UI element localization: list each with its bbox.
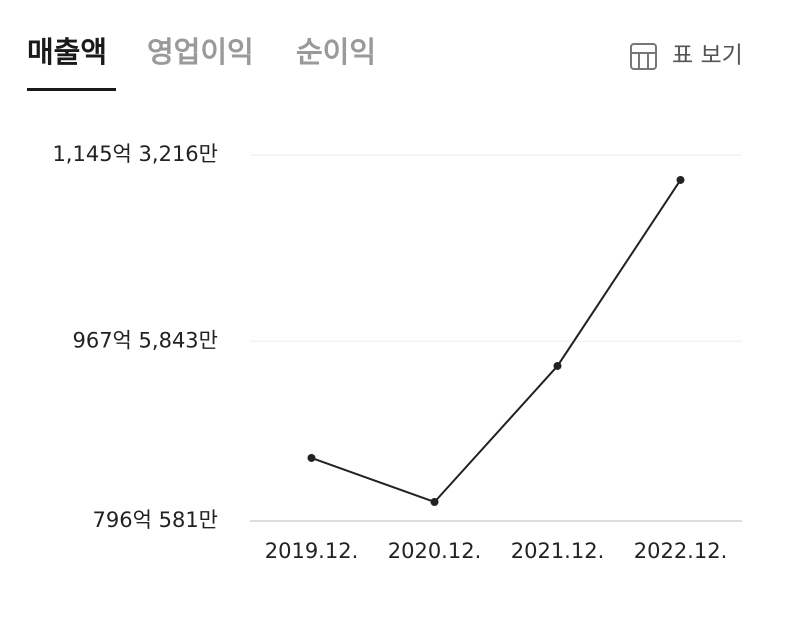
tab[interactable]: 영업이익	[147, 35, 254, 69]
view-toggle[interactable]: 표 보기	[672, 43, 743, 69]
point	[430, 497, 439, 506]
tab[interactable]: 순이익	[296, 35, 376, 69]
x-tick-label: 2021.12.	[511, 539, 605, 563]
line	[311, 179, 682, 504]
point	[553, 361, 562, 370]
tab-underline	[27, 88, 116, 91]
x-tick-label: 2019.12.	[265, 539, 359, 563]
tab[interactable]: 매출액	[27, 35, 107, 69]
y-tick-label: 967억 5,843만	[72, 328, 218, 352]
y-tick-label: 1,145억 3,216만	[52, 142, 218, 166]
point	[676, 175, 685, 184]
x-tick-label: 2022.12.	[634, 539, 728, 563]
table-icon[interactable]	[630, 43, 657, 70]
y-tick-label: 796억 581만	[93, 508, 218, 532]
point	[307, 453, 316, 462]
x-tick-label: 2020.12.	[388, 539, 482, 563]
